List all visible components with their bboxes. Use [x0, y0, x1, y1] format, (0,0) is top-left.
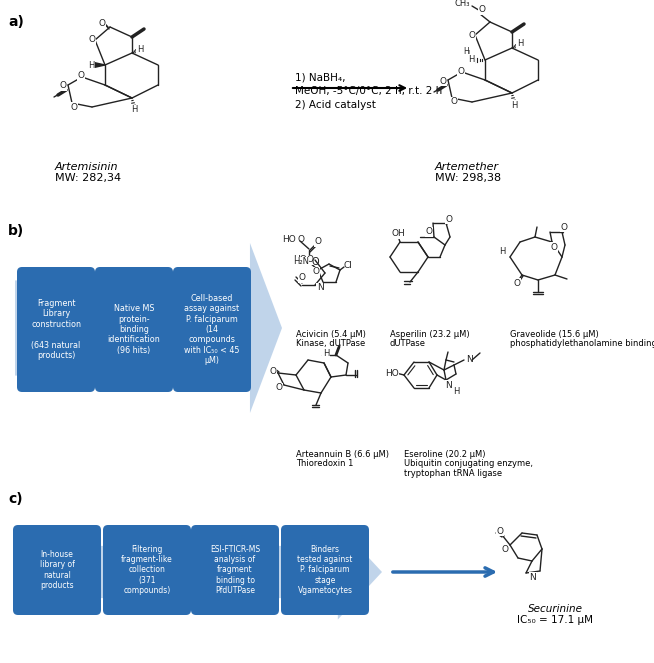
- Text: a): a): [8, 15, 24, 29]
- Text: HO: HO: [385, 369, 399, 377]
- Text: Cell-based
assay against
P. falciparum
(14
compounds
with IC₅₀ < 45
μM): Cell-based assay against P. falciparum (…: [184, 294, 240, 365]
- Text: Securinine: Securinine: [528, 604, 583, 614]
- Text: Hₗ: Hₗ: [464, 47, 471, 56]
- Text: Acivicin (5.4 μM): Acivicin (5.4 μM): [296, 330, 366, 339]
- FancyBboxPatch shape: [173, 267, 251, 392]
- Text: IC₅₀ = 17.1 μM: IC₅₀ = 17.1 μM: [517, 615, 593, 625]
- Text: O: O: [502, 546, 509, 554]
- Text: HO: HO: [293, 255, 307, 265]
- Text: b): b): [8, 224, 24, 238]
- Text: H: H: [88, 60, 94, 70]
- Text: O: O: [468, 30, 475, 40]
- Text: Native MS
protein-
binding
identification
(96 hits): Native MS protein- binding identificatio…: [108, 304, 160, 355]
- Text: O: O: [298, 274, 305, 282]
- Text: O: O: [307, 255, 313, 265]
- Text: Binders
tested against
P. falciparum
stage
Vgametocytes: Binders tested against P. falciparum sta…: [298, 545, 353, 595]
- Text: Ubiquitin conjugating enzyme,
tryptophan tRNA ligase: Ubiquitin conjugating enzyme, tryptophan…: [404, 459, 533, 479]
- Text: MW: 282,34: MW: 282,34: [55, 173, 121, 183]
- Text: O: O: [88, 36, 95, 44]
- Text: Asperilin (23.2 μM): Asperilin (23.2 μM): [390, 330, 470, 339]
- Text: HO: HO: [293, 257, 308, 267]
- FancyBboxPatch shape: [95, 267, 173, 392]
- Text: O: O: [458, 66, 464, 76]
- Text: CH₃: CH₃: [455, 0, 470, 9]
- Text: O: O: [99, 19, 105, 27]
- FancyBboxPatch shape: [281, 525, 369, 615]
- Text: H: H: [468, 56, 474, 64]
- Text: O: O: [551, 243, 557, 251]
- Text: H: H: [323, 349, 329, 357]
- Text: Thioredoxin 1: Thioredoxin 1: [296, 459, 353, 468]
- Text: O: O: [312, 257, 320, 267]
- Text: Artemisinin: Artemisinin: [55, 162, 118, 172]
- Text: Filtering
fragment-like
collection
(371
compounds): Filtering fragment-like collection (371 …: [121, 545, 173, 595]
- Text: c): c): [8, 492, 23, 506]
- Text: O: O: [439, 76, 447, 86]
- Text: HO: HO: [283, 235, 296, 245]
- Text: O: O: [513, 278, 521, 288]
- FancyBboxPatch shape: [103, 525, 191, 615]
- Text: Cl: Cl: [344, 261, 353, 271]
- Text: O: O: [315, 237, 322, 247]
- Text: dUTPase: dUTPase: [390, 339, 426, 348]
- Text: H: H: [511, 101, 517, 109]
- Polygon shape: [14, 524, 382, 619]
- Text: Kinase, dUTPase: Kinase, dUTPase: [296, 339, 365, 348]
- Text: Graveolide (15.6 μM): Graveolide (15.6 μM): [510, 330, 599, 339]
- Text: H: H: [499, 247, 505, 257]
- Text: O: O: [275, 383, 283, 392]
- Text: MeOH, -5°C/0°C, 2 h, r.t. 2 h: MeOH, -5°C/0°C, 2 h, r.t. 2 h: [295, 86, 442, 96]
- Text: 2) Acid catalyst: 2) Acid catalyst: [295, 100, 376, 110]
- Text: O: O: [445, 215, 453, 223]
- Text: MW: 298,38: MW: 298,38: [435, 173, 501, 183]
- Text: Fragment
Library
construction

(643 natural
products): Fragment Library construction (643 natur…: [31, 299, 81, 360]
- FancyBboxPatch shape: [13, 525, 101, 615]
- Text: ESI-FTICR-MS
analysis of
fragment
binding to
PfdUTPase: ESI-FTICR-MS analysis of fragment bindin…: [210, 545, 260, 595]
- FancyBboxPatch shape: [191, 525, 279, 615]
- Text: Arteannuin B (6.6 μM): Arteannuin B (6.6 μM): [296, 450, 389, 459]
- Text: H: H: [137, 44, 143, 54]
- Text: H: H: [453, 387, 459, 396]
- Text: O: O: [496, 526, 504, 536]
- Text: N: N: [466, 355, 473, 363]
- Text: Eseroline (20.2 μM): Eseroline (20.2 μM): [404, 450, 485, 459]
- Text: OH: OH: [391, 229, 405, 239]
- Text: O: O: [269, 367, 277, 375]
- FancyBboxPatch shape: [17, 267, 95, 392]
- Text: N: N: [530, 572, 536, 581]
- Text: In-house
library of
natural
products: In-house library of natural products: [39, 550, 75, 590]
- Text: O: O: [479, 5, 485, 15]
- Text: phosphatidylethanolamine binding protein: phosphatidylethanolamine binding protein: [510, 339, 654, 348]
- Text: O: O: [78, 72, 84, 80]
- Text: Artemether: Artemether: [435, 162, 499, 172]
- Text: 1) NaBH₄,: 1) NaBH₄,: [295, 72, 345, 82]
- Text: H: H: [131, 105, 137, 115]
- Text: N: N: [445, 381, 453, 389]
- Text: O: O: [298, 235, 305, 245]
- Text: O: O: [71, 103, 78, 111]
- Text: O: O: [313, 267, 320, 276]
- Text: H₂N: H₂N: [293, 257, 309, 267]
- Text: O: O: [451, 97, 458, 107]
- Text: O: O: [560, 223, 568, 231]
- Text: N: N: [317, 284, 323, 292]
- Polygon shape: [15, 243, 282, 413]
- Polygon shape: [94, 62, 105, 68]
- Text: O: O: [426, 227, 432, 237]
- Text: H: H: [517, 40, 523, 48]
- Text: O: O: [60, 82, 67, 91]
